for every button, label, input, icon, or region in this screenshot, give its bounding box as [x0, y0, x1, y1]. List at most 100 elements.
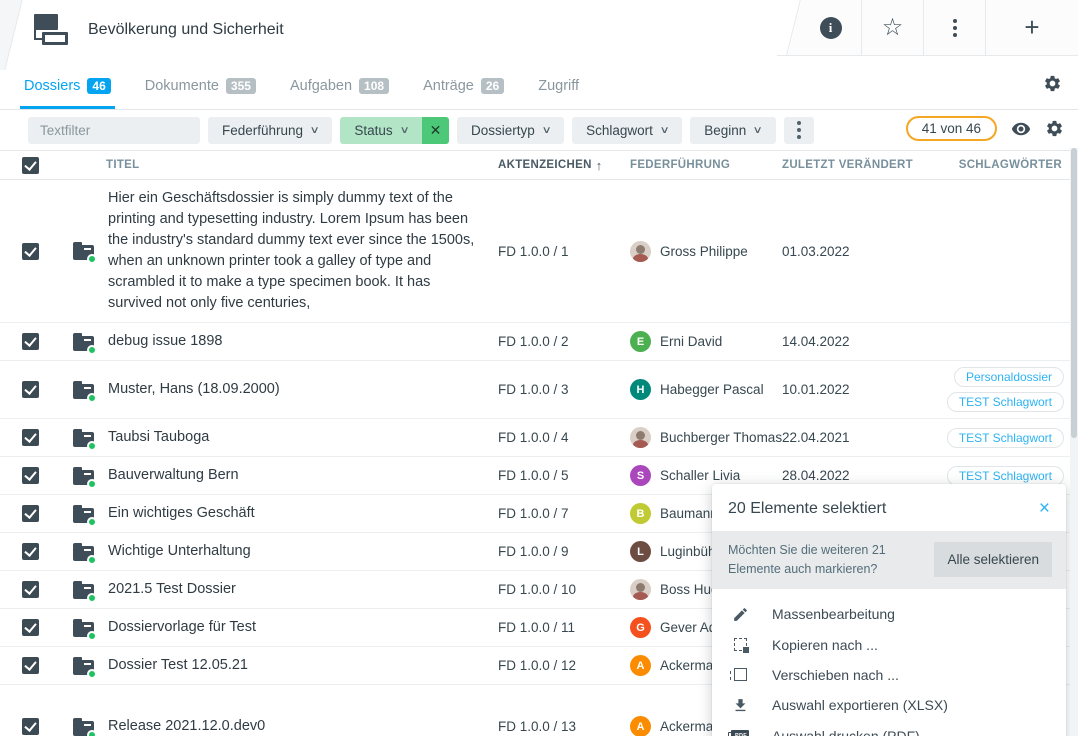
dossier-title[interactable]: Ein wichtiges Geschäft [108, 505, 255, 522]
avatar: H [630, 379, 651, 401]
tab-settings-button[interactable] [1043, 74, 1062, 93]
popup-action-auswahl-exportieren-xlsx[interactable]: Auswahl exportieren (XLSX) [712, 690, 1066, 721]
table-row[interactable]: Muster, Hans (18.09.2000) FD 1.0.0 / 3 H Ha… [0, 361, 1078, 420]
select-all-button[interactable]: Alle selektieren [934, 542, 1052, 578]
table-row[interactable]: Dossiervorlage für Test FD 1.0.0 / 11 G Gev… [0, 609, 1078, 648]
filter-dropdown-federführung[interactable]: Federführung ∨ [208, 116, 333, 144]
info-button[interactable]: i [800, 0, 862, 55]
selection-popup: 20 Elemente selektiert × Möchten Sie die… [712, 484, 1066, 736]
dossier-title[interactable]: Muster, Hans (18.09.2000) [108, 381, 280, 398]
column-header-titel[interactable]: TITEL [106, 159, 140, 171]
dossier-folder-icon [72, 242, 97, 265]
aktenzeichen-value: FD 1.0.0 / 5 [498, 468, 569, 484]
schlagwort-tag[interactable]: TEST Schlagwort [946, 392, 1064, 413]
tab-aufgaben[interactable]: Aufgaben 108 [290, 62, 390, 109]
filter-clear-button[interactable]: ✕ [422, 116, 449, 144]
tab-dokumente[interactable]: Dokumente 355 [145, 62, 256, 109]
column-header-schlagwoerter[interactable]: SCHLAGWÖRTER [958, 159, 1062, 171]
tab-anträge[interactable]: Anträge 26 [423, 62, 505, 109]
filter-dropdown-schlagwort[interactable]: Schlagwort ∨ [572, 116, 683, 144]
tab-count-badge: 355 [225, 77, 256, 94]
tab-zugriff[interactable]: Zugriff [538, 62, 579, 109]
zuletzt-veraendert-date: 10.01.2022 [782, 382, 850, 398]
row-checkbox[interactable] [21, 619, 39, 637]
dossier-folder-icon [72, 504, 97, 527]
tab-label: Zugriff [538, 77, 580, 94]
row-checkbox[interactable] [21, 505, 39, 523]
row-checkbox[interactable] [21, 381, 39, 399]
dossier-title[interactable]: Bauverwaltung Bern [108, 467, 239, 484]
close-icon[interactable]: × [1038, 498, 1050, 519]
dossier-title[interactable]: Dossier Test 12.05.21 [108, 657, 248, 674]
table-row[interactable]: Taubsi Tauboga FD 1.0.0 / 4 Buchberger Tho… [0, 419, 1078, 458]
favorite-button[interactable]: ☆ [862, 0, 924, 55]
row-checkbox[interactable] [21, 657, 39, 675]
add-button[interactable]: + [986, 0, 1078, 55]
tab-label: Anträge [423, 77, 474, 94]
selection-popup-title: 20 Elemente selektiert [728, 499, 887, 517]
dossier-folder-icon [72, 580, 97, 603]
popup-action-label: Massenbearbeitung [772, 606, 895, 622]
row-checkbox[interactable] [21, 718, 39, 736]
filter-label: Dossiertyp [471, 122, 535, 138]
dossier-folder-icon [72, 428, 97, 451]
chevron-down-icon: ∨ [309, 124, 320, 136]
dossier-title[interactable]: 2021.5 Test Dossier [108, 581, 236, 598]
move-icon [729, 668, 750, 681]
plus-icon: + [1024, 12, 1040, 42]
table-row[interactable]: debug issue 1898 FD 1.0.0 / 2 E Erni David 1… [0, 323, 1078, 362]
schlagwort-tag[interactable]: TEST Schlagwort [946, 427, 1064, 448]
table-row[interactable]: 2021.5 Test Dossier FD 1.0.0 / 10 Boss Hug… [0, 571, 1078, 610]
kebab-icon [796, 121, 801, 139]
schlagwort-tag[interactable]: TEST Schlagwort [946, 465, 1064, 486]
app-header: Bevölkerung und Sicherheit i ☆ + [0, 0, 1078, 70]
avatar: A [630, 716, 651, 736]
dossier-title[interactable]: Dossiervorlage für Test [108, 619, 257, 636]
eye-icon [1011, 122, 1031, 135]
dossier-title[interactable]: debug issue 1898 [108, 333, 223, 350]
dossier-title[interactable]: Hier ein Geschäftsdossier is simply dumm… [108, 190, 475, 312]
popup-action-kopieren-nach[interactable]: Kopieren nach ... [712, 630, 1066, 660]
row-checkbox[interactable] [21, 429, 39, 447]
table-row[interactable]: Bauverwaltung Bern FD 1.0.0 / 5 S Schaller … [0, 457, 1078, 496]
aktenzeichen-value: FD 1.0.0 / 3 [498, 382, 569, 398]
schlagwort-tag[interactable]: Personaldossier [953, 367, 1064, 388]
text-filter-input[interactable] [28, 116, 200, 144]
popup-action-label: Kopieren nach ... [772, 636, 878, 653]
filter-dropdown-beginn[interactable]: Beginn ∨ [690, 116, 776, 144]
filter-dropdown-dossiertyp[interactable]: Dossiertyp ∨ [457, 116, 565, 144]
column-header-aktenzeichen[interactable]: AKTENZEICHEN ↑ [498, 157, 603, 173]
tab-dossiers[interactable]: Dossiers 46 [20, 62, 115, 109]
status-green-dot [86, 440, 97, 451]
popup-action-verschieben-nach[interactable]: Verschieben nach ... [712, 660, 1066, 690]
popup-action-massenbearbeitung[interactable]: Massenbearbeitung [712, 599, 1066, 630]
table-row[interactable]: Hier ein Geschäftsdossier is simply dumm… [0, 180, 1078, 324]
filter-dropdown-status[interactable]: Status ∨ [340, 116, 422, 144]
dossier-title[interactable]: Taubsi Tauboga [108, 429, 210, 446]
scrollbar-thumb[interactable] [1071, 148, 1077, 438]
dossier-title[interactable]: Release 2021.12.0.dev0 [108, 718, 266, 735]
chevron-down-icon: ∨ [541, 124, 552, 136]
popup-action-auswahl-drucken-pdf[interactable]: PDF Auswahl drucken (PDF) [712, 721, 1066, 736]
table-settings-button[interactable] [1045, 119, 1064, 138]
status-green-dot [86, 392, 97, 403]
more-actions-button[interactable] [924, 0, 986, 55]
row-checkbox[interactable] [21, 242, 39, 260]
select-all-checkbox[interactable] [21, 156, 39, 174]
status-green-dot [86, 554, 97, 565]
vertical-scrollbar[interactable] [1070, 148, 1078, 736]
row-checkbox[interactable] [21, 467, 39, 485]
row-checkbox[interactable] [21, 543, 39, 561]
more-filters-button[interactable] [783, 116, 814, 144]
column-header-zuletzt-veraendert[interactable]: ZULETZT VERÄNDERT [782, 159, 913, 171]
aktenzeichen-value: FD 1.0.0 / 2 [498, 334, 569, 350]
dossier-type-icon [30, 12, 70, 48]
row-checkbox[interactable] [21, 333, 39, 351]
row-checkbox[interactable] [21, 581, 39, 599]
aktenzeichen-value: FD 1.0.0 / 9 [498, 544, 569, 560]
dossier-title[interactable]: Wichtige Unterhaltung [108, 543, 251, 560]
view-visibility-button[interactable] [1011, 119, 1031, 139]
avatar: A [630, 655, 651, 677]
column-header-federfuehrung[interactable]: FEDERFÜHRUNG [630, 159, 731, 171]
copy-icon [730, 638, 750, 653]
